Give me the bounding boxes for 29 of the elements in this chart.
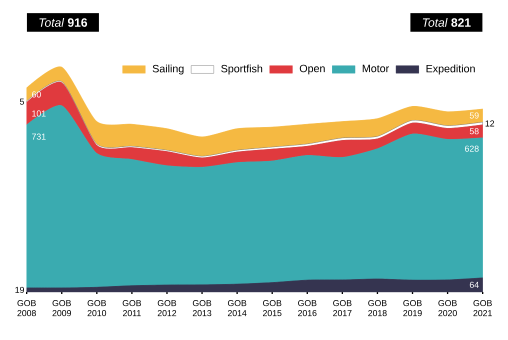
x-tick-label: GOB 2014 [228,300,246,316]
x-tick-label: GOB 2017 [333,300,352,316]
x-tick-label: GOB 2019 [403,300,422,316]
x-tick-label: GOB 2011 [122,300,142,316]
x-tick-label: GOB 2018 [368,300,387,316]
legend-label: Open [300,64,325,74]
x-tick-label: GOB 2021 [473,300,492,316]
data-label: 19 [15,286,24,293]
x-tick-label: GOB 2008 [17,300,36,316]
data-label: 731 [32,134,46,140]
x-tick-label: GOB 2009 [52,300,71,316]
data-label: 58 [470,128,479,134]
x-tick-label: GOB 2015 [263,300,282,316]
legend-label: Motor [362,64,389,72]
data-label: 5 [20,98,24,105]
x-tick-label: GOB 2012 [158,300,176,316]
x-tick-label: GOB 2016 [298,300,317,316]
data-label: 628 [465,146,479,152]
x-tick-label: GOB 2010 [88,300,106,316]
legend-label: Expedition [426,64,475,75]
data-label: 59 [470,112,479,119]
text: Total 821 [422,18,471,27]
x-tick-label: GOB 2013 [192,300,212,316]
legend-label: Sailing [152,64,184,75]
x-tick-label: GOB 2020 [438,300,457,316]
data-label: 12 [486,120,494,126]
text: Total 916 [39,18,88,27]
data-label: 64 [470,282,479,288]
legend-label: Sportfish [221,64,262,75]
